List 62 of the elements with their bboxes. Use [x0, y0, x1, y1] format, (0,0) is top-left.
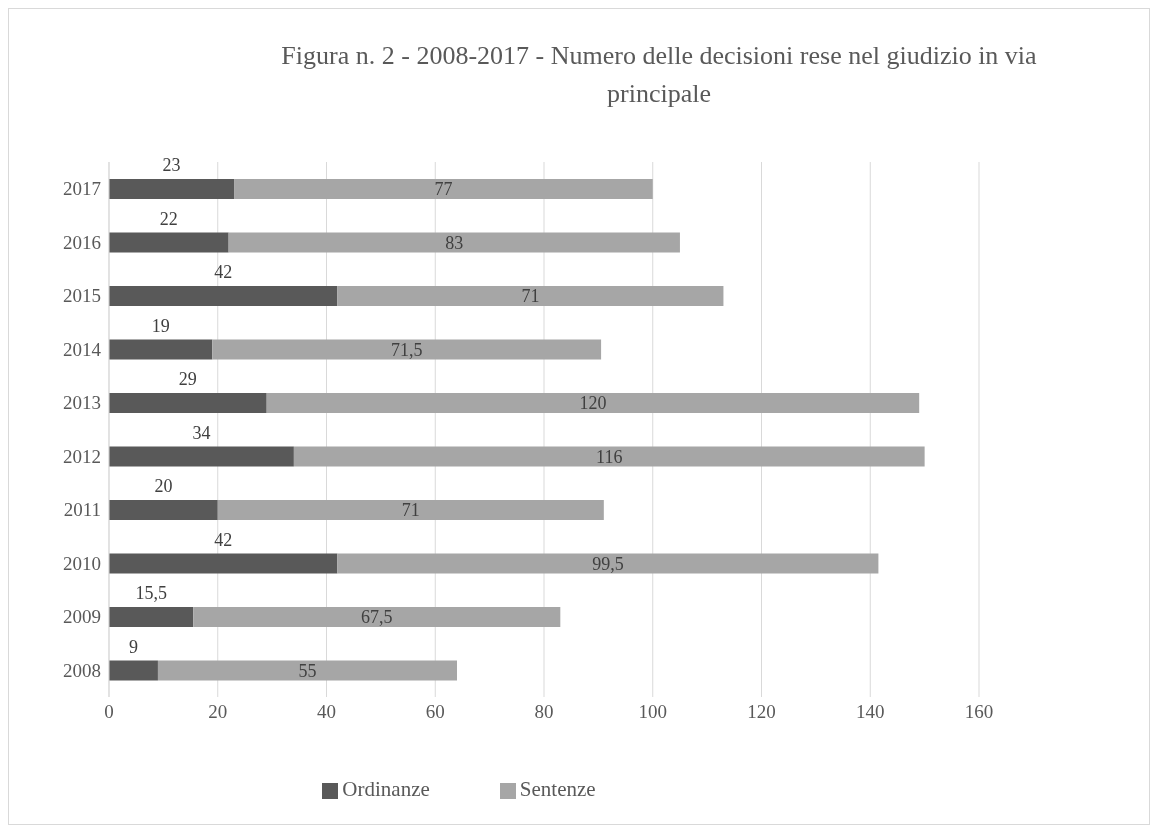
legend-label: Sentenze: [519, 777, 596, 801]
x-tick-label: 80: [534, 701, 554, 723]
y-tick-label: 2012: [63, 445, 101, 467]
data-label: 99,5: [592, 553, 624, 574]
chart-title: Figura n. 2 - 2008-2017 - Numero delle decisioni rese nel giudizio in via principale: [280, 40, 1038, 110]
data-label: 19: [151, 315, 170, 336]
x-tick-label: 0: [104, 701, 114, 723]
y-tick-label: 2016: [63, 231, 101, 253]
data-label: 67,5: [361, 607, 393, 627]
data-label: 116: [596, 446, 623, 467]
bar: [109, 446, 294, 467]
bar: [109, 232, 229, 253]
data-label: 42: [214, 529, 233, 550]
data-label: 20: [154, 476, 173, 496]
data-label: 77: [434, 179, 453, 199]
x-tick-label: 100: [638, 701, 667, 723]
y-tick-label: 2015: [63, 285, 101, 307]
bar: [212, 339, 602, 360]
data-label: 71: [401, 500, 420, 520]
data-label: 15,5: [135, 583, 167, 603]
bar: [109, 179, 235, 199]
bar: [157, 660, 457, 681]
bar: [266, 393, 920, 413]
y-tick-label: 2014: [63, 338, 102, 360]
data-label: 120: [579, 393, 607, 413]
bar: [109, 286, 338, 306]
bar: [193, 607, 561, 627]
x-tick-label: 120: [747, 701, 776, 723]
data-label: 71,5: [390, 339, 423, 360]
y-tick-label: 2011: [63, 499, 101, 521]
y-tick-label: 2013: [63, 392, 101, 414]
y-tick-label: 2009: [63, 606, 101, 628]
bar: [109, 339, 213, 360]
data-label: 22: [159, 208, 178, 229]
data-label: 9: [128, 636, 138, 657]
bar: [109, 660, 158, 681]
y-tick-label: 2010: [63, 552, 101, 574]
y-tick-label: 2017: [63, 178, 101, 200]
bar: [293, 446, 925, 467]
bar: [337, 286, 724, 306]
data-label: 23: [162, 155, 181, 175]
data-label: 29: [178, 369, 197, 389]
y-tick-label: 2008: [63, 659, 101, 681]
legend-label: Ordinanze: [342, 777, 430, 801]
x-tick-label: 40: [317, 701, 336, 723]
bar: [217, 500, 604, 520]
data-label: 83: [445, 232, 464, 253]
bar: [109, 607, 194, 627]
bar: [109, 553, 338, 574]
bar: [228, 232, 680, 253]
bar: [337, 553, 879, 574]
data-label: 55: [298, 660, 317, 681]
x-tick-label: 140: [856, 701, 885, 723]
bar: [234, 179, 653, 199]
x-tick-label: 160: [964, 701, 994, 723]
x-tick-label: 20: [208, 701, 228, 723]
bar: [109, 500, 218, 520]
data-label: 34: [192, 422, 211, 443]
bar: [109, 393, 267, 413]
x-tick-label: 60: [425, 701, 445, 723]
data-label: 42: [214, 262, 233, 282]
data-label: 71: [521, 286, 540, 306]
